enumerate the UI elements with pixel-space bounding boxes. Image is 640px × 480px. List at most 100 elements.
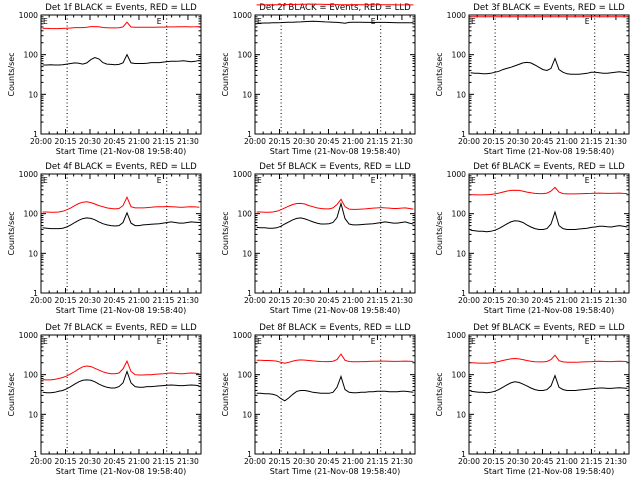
y-axis-label: Counts/sec xyxy=(435,372,444,416)
marker-label-end: E xyxy=(585,337,590,346)
x-axis-label: Start Time (21-Nov-08 19:58:40) xyxy=(270,306,400,315)
y-tick-label: 100 xyxy=(452,371,467,380)
y-tick-label: 100 xyxy=(452,210,467,219)
y-tick-label: 1000 xyxy=(447,331,466,340)
series-line-lld xyxy=(256,3,414,6)
marker-label-end: E xyxy=(371,17,376,26)
x-tick-label: 21:30 xyxy=(605,457,627,466)
x-tick-label: 20:00 xyxy=(30,457,52,466)
x-tick-label: 20:45 xyxy=(318,296,340,305)
panel-title: Det 8f BLACK = Events, RED = LLD xyxy=(259,323,411,333)
x-tick-label: 21:30 xyxy=(605,137,627,146)
series-line-events xyxy=(256,20,414,24)
x-tick-label: 21:15 xyxy=(367,457,389,466)
x-tick-label: 20:45 xyxy=(318,457,340,466)
x-tick-label: 20:30 xyxy=(507,296,529,305)
x-tick-label: 21:15 xyxy=(581,137,603,146)
series-line-lld xyxy=(256,198,414,213)
x-tick-label: 20:30 xyxy=(79,137,101,146)
plot-frame xyxy=(40,14,202,135)
x-tick-label: 21:00 xyxy=(128,296,150,305)
x-tick-label: 20:15 xyxy=(269,457,291,466)
marker-label-start: E xyxy=(471,17,476,26)
x-tick-label: 20:30 xyxy=(79,296,101,305)
y-tick-label: 100 xyxy=(238,210,253,219)
y-tick-label: 1 xyxy=(461,289,466,298)
x-tick-label: 20:45 xyxy=(104,457,126,466)
x-tick-label: 21:15 xyxy=(153,457,175,466)
y-tick-label: 1 xyxy=(247,130,252,139)
x-tick-label: 20:15 xyxy=(269,296,291,305)
y-tick-label: 10 xyxy=(456,249,466,258)
x-tick-label: 20:45 xyxy=(532,457,554,466)
plot-frame xyxy=(468,14,630,135)
marker-label-end: E xyxy=(585,176,590,185)
x-tick-label: 21:00 xyxy=(556,137,578,146)
y-tick-label: 1 xyxy=(33,450,38,459)
x-tick-label: 20:45 xyxy=(532,137,554,146)
x-tick-label: 20:00 xyxy=(30,137,52,146)
panel-title: Det 1f BLACK = Events, RED = LLD xyxy=(45,3,197,13)
x-tick-label: 21:00 xyxy=(342,296,364,305)
marker-label-end: E xyxy=(157,337,162,346)
series-line-lld xyxy=(470,354,628,364)
x-tick-label: 21:30 xyxy=(177,457,199,466)
x-tick-label: 20:15 xyxy=(55,137,77,146)
y-axis-label: Counts/sec xyxy=(221,211,230,255)
series-line-lld xyxy=(42,21,200,30)
y-axis-label: Counts/sec xyxy=(221,52,230,96)
y-tick-label: 1000 xyxy=(19,170,38,179)
y-tick-label: 1000 xyxy=(233,331,252,340)
x-axis-label: Start Time (21-Nov-08 19:58:40) xyxy=(56,306,186,315)
x-tick-label: 21:00 xyxy=(128,137,150,146)
y-axis-label: Counts/sec xyxy=(7,52,16,96)
y-tick-label: 1000 xyxy=(19,331,38,340)
panel-title: Det 3f BLACK = Events, RED = LLD xyxy=(473,3,625,13)
y-tick-label: 1000 xyxy=(19,11,38,20)
series-line-events xyxy=(42,211,200,230)
x-tick-label: 20:00 xyxy=(244,457,266,466)
x-axis-label: Start Time (21-Nov-08 19:58:40) xyxy=(56,147,186,156)
series-line-lld xyxy=(256,353,414,364)
x-axis-label: Start Time (21-Nov-08 19:58:40) xyxy=(484,306,614,315)
x-axis-label: Start Time (21-Nov-08 19:58:40) xyxy=(484,147,614,156)
detector-panel-1: Det 1f BLACK = Events, RED = LLD 1 10 100 10… xyxy=(7,3,202,156)
x-tick-label: 20:45 xyxy=(104,296,126,305)
y-tick-label: 10 xyxy=(28,90,38,99)
x-tick-label: 20:15 xyxy=(269,137,291,146)
y-tick-label: 10 xyxy=(242,90,252,99)
x-tick-label: 21:00 xyxy=(342,457,364,466)
y-tick-label: 1000 xyxy=(233,11,252,20)
y-tick-label: 100 xyxy=(238,51,253,60)
x-tick-label: 20:00 xyxy=(244,137,266,146)
x-tick-label: 21:30 xyxy=(391,457,413,466)
x-axis-label: Start Time (21-Nov-08 19:58:40) xyxy=(56,467,186,476)
detector-panel-3: Det 3f BLACK = Events, RED = LLD 1 10 100 10… xyxy=(435,3,630,156)
panel-title: Det 6f BLACK = Events, RED = LLD xyxy=(473,162,625,172)
y-tick-label: 1 xyxy=(247,289,252,298)
marker-label-end: E xyxy=(371,337,376,346)
x-tick-label: 20:15 xyxy=(55,296,77,305)
detector-panel-7: Det 7f BLACK = Events, RED = LLD 1 10 100 10… xyxy=(7,323,202,476)
x-axis-label: Start Time (21-Nov-08 19:58:40) xyxy=(484,467,614,476)
series-line-lld xyxy=(42,359,200,381)
x-tick-label: 21:15 xyxy=(581,296,603,305)
y-tick-label: 1 xyxy=(247,450,252,459)
marker-label-start: E xyxy=(257,17,262,26)
plot-frame xyxy=(254,334,416,455)
marker-label-start: E xyxy=(257,337,262,346)
series-line-events xyxy=(256,201,414,229)
plot-frame xyxy=(468,173,630,294)
x-tick-label: 21:30 xyxy=(177,296,199,305)
x-tick-label: 20:45 xyxy=(104,137,126,146)
marker-label-end: E xyxy=(157,17,162,26)
x-tick-label: 20:15 xyxy=(483,457,505,466)
y-tick-label: 100 xyxy=(24,51,39,60)
y-tick-label: 10 xyxy=(456,410,466,419)
y-tick-label: 1 xyxy=(33,289,38,298)
series-line-events xyxy=(42,369,200,394)
y-tick-label: 100 xyxy=(24,371,39,380)
x-tick-label: 20:00 xyxy=(458,457,480,466)
series-line-events xyxy=(470,210,628,233)
series-line-events xyxy=(470,57,628,75)
